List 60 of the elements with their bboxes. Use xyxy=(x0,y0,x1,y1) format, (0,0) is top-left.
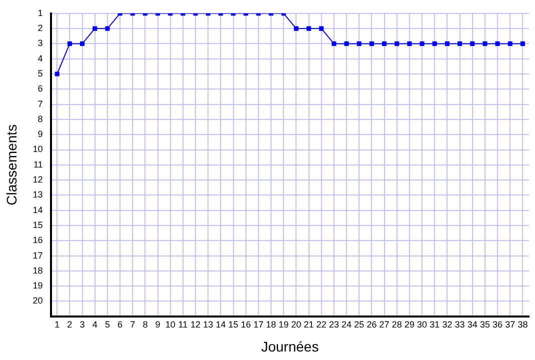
y-tick-label: 13 xyxy=(32,190,43,200)
y-tick-label: 5 xyxy=(38,68,43,78)
x-tick-label: 14 xyxy=(216,319,226,330)
y-tick-label: 16 xyxy=(32,235,43,246)
x-tick-label: 8 xyxy=(142,319,148,330)
x-tick-label: 24 xyxy=(342,319,352,330)
y-tick-label: 15 xyxy=(32,220,43,230)
y-tick-label: 18 xyxy=(32,265,43,276)
x-tick-label: 2 xyxy=(67,319,72,330)
x-tick-label: 11 xyxy=(178,319,188,330)
x-tick-label: 6 xyxy=(118,319,123,330)
x-tick-label: 19 xyxy=(278,319,289,330)
y-tick-label: 8 xyxy=(38,114,43,124)
x-tick-label: 31 xyxy=(430,319,440,330)
y-tick-label: 1 xyxy=(38,8,43,18)
x-tick-label: 27 xyxy=(379,319,390,330)
x-tick-label: 35 xyxy=(480,319,490,330)
x-tick-label: 38 xyxy=(518,319,528,330)
x-tick-label: 28 xyxy=(392,319,402,330)
x-tick-label: 26 xyxy=(366,319,377,330)
x-tick-label: 15 xyxy=(228,319,238,330)
x-tick-label: 1 xyxy=(54,319,60,330)
x-tick-label: 29 xyxy=(404,319,414,330)
x-tick-label: 20 xyxy=(291,319,302,330)
x-tick-label: 36 xyxy=(492,319,503,330)
y-tick-label: 14 xyxy=(32,204,43,215)
x-tick-label: 18 xyxy=(266,319,276,330)
y-axis-title: Classements xyxy=(3,124,20,206)
y-tick-label: 17 xyxy=(32,250,43,260)
x-tick-label: 10 xyxy=(165,319,176,330)
y-tick-label: 4 xyxy=(38,53,43,64)
y-tick-label: 12 xyxy=(32,174,43,185)
y-tick-label: 19 xyxy=(32,280,43,291)
y-tick-label: 10 xyxy=(32,144,43,154)
x-tick-label: 33 xyxy=(454,319,465,330)
x-tick-label: 30 xyxy=(417,319,428,330)
y-tick-label: 3 xyxy=(38,38,43,48)
x-tick-label: 9 xyxy=(155,319,160,330)
x-tick-label: 21 xyxy=(304,319,314,330)
x-tick-label: 7 xyxy=(130,319,136,330)
y-tick-label: 6 xyxy=(38,84,43,94)
x-tick-label: 32 xyxy=(442,319,452,330)
y-tick-label: 11 xyxy=(33,159,43,170)
x-tick-label: 22 xyxy=(316,319,326,330)
x-tick-label: 37 xyxy=(505,319,516,330)
y-tick-label: 9 xyxy=(38,129,43,140)
y-tick-label: 7 xyxy=(38,98,43,109)
x-tick-label: 4 xyxy=(92,319,98,330)
x-tick-label: 3 xyxy=(80,319,85,330)
x-tick-label: 34 xyxy=(467,319,478,330)
x-tick-label: 5 xyxy=(104,319,110,330)
x-tick-label: 25 xyxy=(354,319,364,330)
x-tick-label: 17 xyxy=(253,319,264,330)
y-tick-label: 20 xyxy=(32,296,43,306)
x-tick-label: 13 xyxy=(203,319,214,330)
x-tick-label: 23 xyxy=(328,319,339,330)
x-tick-label: 16 xyxy=(240,319,251,330)
x-axis-title: Journées xyxy=(261,338,319,354)
y-tick-label: 2 xyxy=(38,23,43,34)
x-tick-label: 12 xyxy=(190,319,201,330)
